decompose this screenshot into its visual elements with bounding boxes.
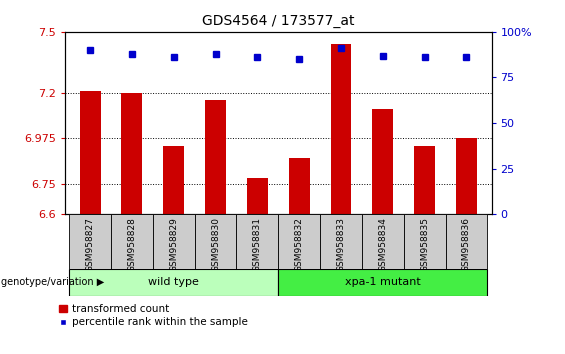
Bar: [279, 269, 488, 296]
Bar: [414, 146, 435, 214]
Bar: [446, 214, 488, 269]
Bar: [236, 214, 279, 269]
Bar: [194, 214, 236, 269]
Bar: [362, 214, 404, 269]
Text: GSM958828: GSM958828: [127, 217, 136, 272]
Bar: [279, 214, 320, 269]
Bar: [247, 178, 268, 214]
Text: genotype/variation ▶: genotype/variation ▶: [1, 277, 105, 287]
Text: GSM958834: GSM958834: [379, 217, 388, 272]
Text: GSM958836: GSM958836: [462, 217, 471, 272]
Text: xpa-1 mutant: xpa-1 mutant: [345, 277, 421, 287]
Text: GSM958835: GSM958835: [420, 217, 429, 272]
Title: GDS4564 / 173577_at: GDS4564 / 173577_at: [202, 14, 354, 28]
Bar: [331, 44, 351, 214]
Bar: [320, 214, 362, 269]
Bar: [404, 214, 446, 269]
Text: GSM958830: GSM958830: [211, 217, 220, 272]
Text: GSM958833: GSM958833: [337, 217, 345, 272]
Text: GSM958827: GSM958827: [85, 217, 94, 272]
Bar: [163, 146, 184, 214]
Bar: [153, 214, 194, 269]
Text: wild type: wild type: [148, 277, 199, 287]
Bar: [69, 269, 279, 296]
Bar: [121, 93, 142, 214]
Bar: [80, 91, 101, 214]
Bar: [205, 100, 226, 214]
Legend: transformed count, percentile rank within the sample: transformed count, percentile rank withi…: [59, 304, 248, 327]
Bar: [372, 109, 393, 214]
Text: GSM958832: GSM958832: [295, 217, 303, 272]
Bar: [289, 159, 310, 214]
Bar: [456, 138, 477, 214]
Bar: [111, 214, 153, 269]
Text: GSM958829: GSM958829: [169, 217, 178, 272]
Text: GSM958831: GSM958831: [253, 217, 262, 272]
Bar: [69, 214, 111, 269]
